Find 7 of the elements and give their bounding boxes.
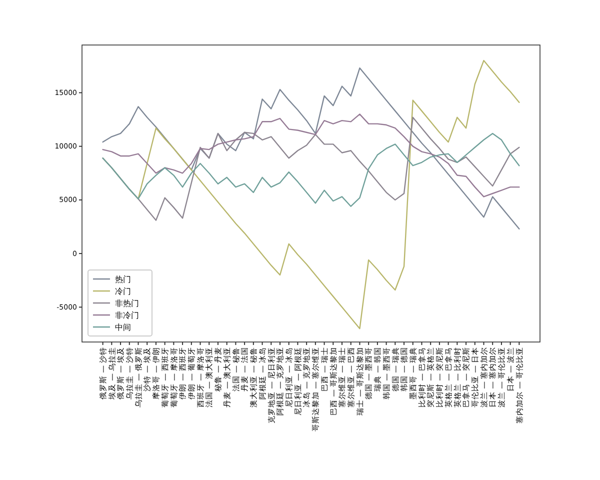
legend-label: 中间 [115,322,131,332]
legend-label: 热门 [115,274,131,284]
legend-label: 非冷门 [115,310,139,320]
legend-label: 冷门 [115,286,131,296]
line-series [102,67,520,230]
legend-label: 非热门 [115,298,139,308]
line-series [102,132,520,207]
